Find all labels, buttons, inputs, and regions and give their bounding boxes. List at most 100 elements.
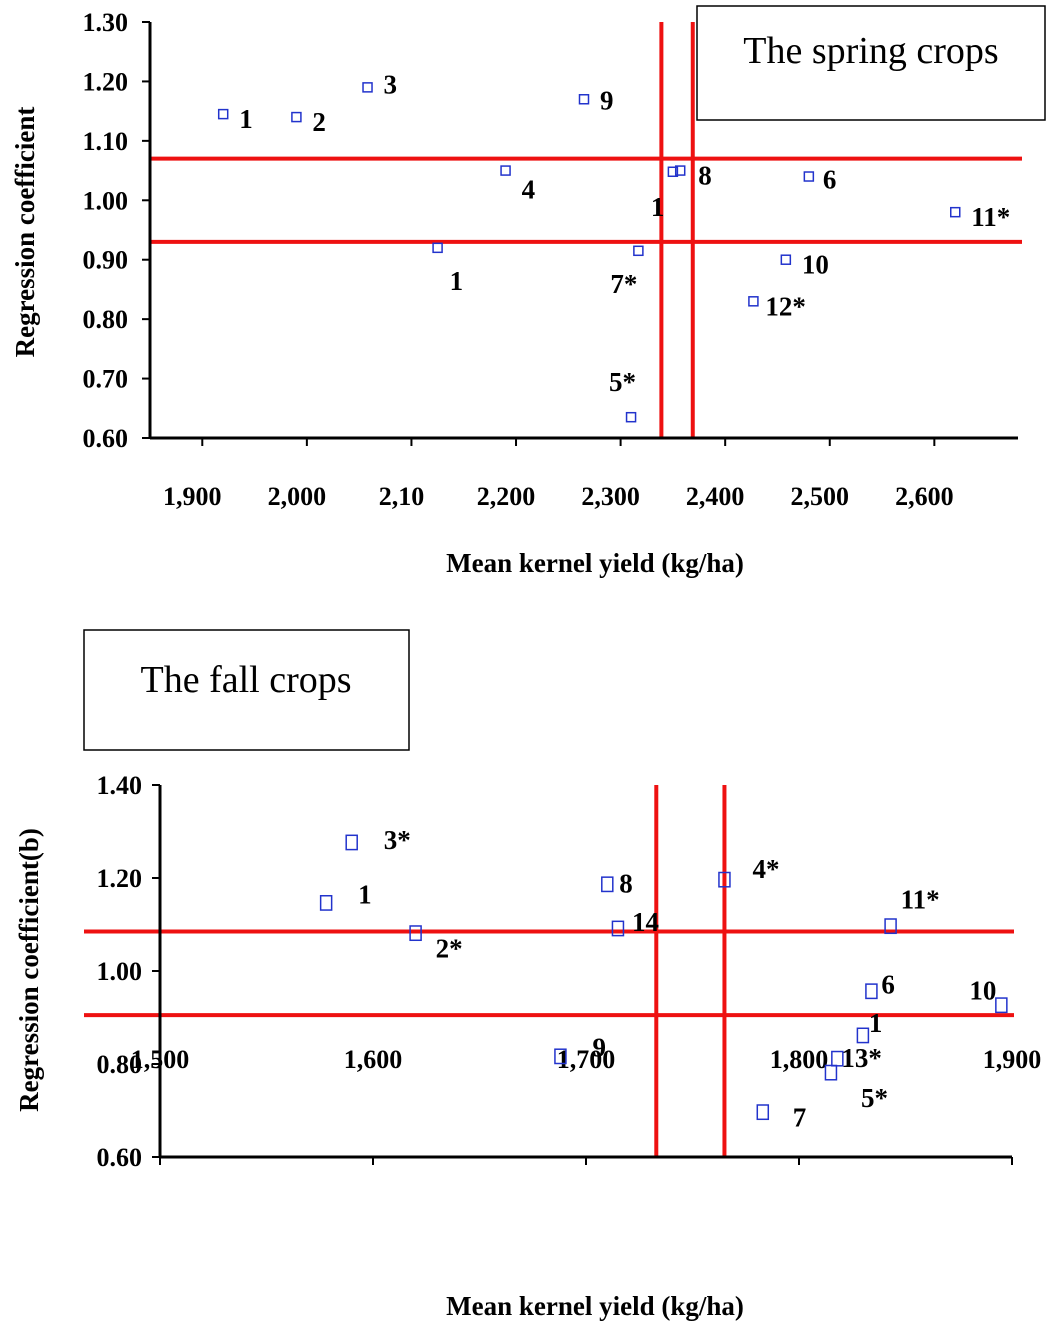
fall-point-label: 14 — [632, 907, 659, 937]
fall-data-point — [554, 1048, 567, 1065]
fall-point-label: 5* — [861, 1083, 888, 1113]
fall-x-tick-label: 1,600 — [344, 1045, 403, 1074]
spring-data-point — [748, 296, 759, 307]
fall-point-label: 7 — [793, 1103, 807, 1133]
fall-y-ticks: 0.60 0.80 1.00 1.20 1.40 — [97, 771, 160, 1172]
fall-data-point — [865, 983, 878, 1000]
fall-point-label: 1 — [358, 879, 372, 909]
fall-data-point — [856, 1027, 870, 1044]
fall-point-label: 10 — [969, 976, 996, 1006]
spring-point-label: 1 — [450, 266, 464, 296]
spring-data-point — [578, 94, 590, 105]
fall-x-tick-label: 1,900 — [983, 1045, 1042, 1074]
fall-point-label: 4* — [752, 854, 779, 884]
spring-x-tick-label: 2,500 — [791, 482, 850, 511]
fall-point-labels: 3* 1 2* 8 14 4* 11* 6 10 1 13* 5* 9 7 — [358, 825, 996, 1133]
spring-y-tick-label: 1.30 — [83, 8, 129, 37]
fall-x-tick-label: 1,500 — [131, 1045, 190, 1074]
fall-data-point — [319, 895, 333, 911]
spring-y-tick-label: 0.80 — [83, 305, 129, 334]
spring-point-label: 1 — [651, 192, 665, 222]
spring-title: The spring crops — [743, 30, 998, 72]
spring-x-tick-label: 2,400 — [686, 482, 745, 511]
fall-point-label: 8 — [619, 869, 633, 899]
spring-data-point — [500, 165, 511, 176]
spring-data-point — [803, 171, 815, 182]
spring-y-tick-label: 1.10 — [83, 127, 129, 156]
spring-x-tick-label: 2,300 — [581, 482, 640, 511]
fall-points — [319, 834, 1008, 1121]
spring-x-tick-label: 2,600 — [895, 482, 954, 511]
fall-y-tick-label: 0.80 — [97, 1050, 143, 1079]
spring-axes — [148, 22, 1018, 440]
fall-data-point — [831, 1050, 844, 1067]
fall-data-point — [601, 876, 614, 893]
spring-point-label: 4 — [522, 175, 536, 205]
spring-data-point — [291, 111, 302, 123]
fall-point-label: 11* — [901, 885, 940, 915]
fall-chart: 1,500 1,600 1,700 1,800 1,900 0.600.801.001.… — [14, 629, 1042, 1321]
spring-y-tick-label: 1.00 — [83, 186, 129, 215]
fall-title-box — [83, 629, 410, 751]
fall-point-label: 1 — [869, 1008, 883, 1038]
spring-point-label: 9 — [600, 85, 614, 115]
spring-point-label: 6 — [823, 165, 837, 195]
fall-data-point — [824, 1064, 838, 1081]
spring-y-tick-label: 1.20 — [83, 67, 129, 96]
fall-y-tick-label: 1.00 — [97, 957, 143, 986]
spring-x-axis-title: Mean kernel yield (kg/ha) — [446, 548, 744, 578]
spring-data-point — [674, 165, 686, 176]
spring-data-point — [780, 254, 792, 265]
spring-point-label: 2 — [312, 107, 326, 137]
spring-data-point — [633, 245, 644, 257]
fall-point-label: 6 — [881, 970, 895, 1000]
spring-points — [217, 82, 961, 423]
fall-data-point — [995, 997, 1008, 1014]
spring-point-label: 7* — [610, 269, 637, 299]
spring-data-point — [362, 82, 373, 93]
fall-point-label: 2* — [436, 933, 463, 963]
spring-point-label: 1 — [239, 104, 253, 134]
spring-data-point — [432, 242, 443, 254]
fall-data-point — [756, 1104, 770, 1121]
spring-point-label: 11* — [971, 202, 1010, 232]
spring-title-box — [696, 5, 1046, 121]
fall-data-point — [718, 871, 731, 888]
fall-x-tick-label: 1,800 — [770, 1045, 829, 1074]
spring-reference-lines — [150, 22, 1022, 438]
spring-data-point — [950, 206, 961, 218]
spring-y-tick-label: 0.60 — [83, 424, 129, 453]
fall-point-label: 13* — [841, 1043, 882, 1073]
spring-point-label: 3 — [384, 69, 398, 99]
spring-data-point — [667, 166, 679, 178]
fall-x-ticks: 1,500 1,600 1,700 1,800 1,900 — [131, 1045, 1042, 1165]
fall-y-tick-label: 0.60 — [97, 1143, 143, 1172]
spring-x-tick-label: 2,200 — [477, 482, 536, 511]
spring-point-labels: 1 2 3 9 4 1 8 1 6 11* 7* 10 12* 5* — [239, 69, 1010, 397]
spring-point-label: 8 — [698, 161, 712, 191]
spring-y-tick-label: 0.70 — [83, 365, 129, 394]
fall-x-axis-title: Mean kernel yield (kg/ha) — [446, 1291, 744, 1321]
spring-point-label: 5* — [609, 367, 636, 397]
spring-data-point — [217, 108, 229, 120]
fall-point-label: 3* — [384, 825, 411, 855]
fall-title: The fall crops — [140, 659, 351, 701]
fall-y-tick-label: 1.40 — [97, 771, 143, 800]
fall-point-label: 9 — [592, 1033, 606, 1063]
spring-x-tick-label: 1,900 — [163, 482, 222, 511]
spring-y-tick-label: 0.90 — [83, 246, 129, 275]
spring-y-ticks: 0.60 0.70 0.80 0.90 1.00 1.10 1.20 1.30 — [83, 8, 150, 453]
spring-data-point — [625, 411, 637, 423]
spring-x-ticks: 1,900 2,000 2,10 2,200 2,300 2,400 2,500 2,600 — [163, 438, 954, 511]
fall-y-tick-label: 1.20 — [97, 864, 143, 893]
fall-reference-lines — [84, 785, 1014, 1157]
spring-point-label: 10 — [802, 250, 829, 280]
fall-data-point — [409, 925, 422, 942]
fall-data-point — [345, 834, 358, 851]
spring-y-axis-title: Regression coefficient — [10, 107, 40, 358]
fall-data-point — [884, 918, 897, 935]
fall-data-point — [611, 920, 625, 937]
spring-point-label: 12* — [765, 291, 806, 321]
spring-x-tick-label: 2,10 — [379, 482, 425, 511]
